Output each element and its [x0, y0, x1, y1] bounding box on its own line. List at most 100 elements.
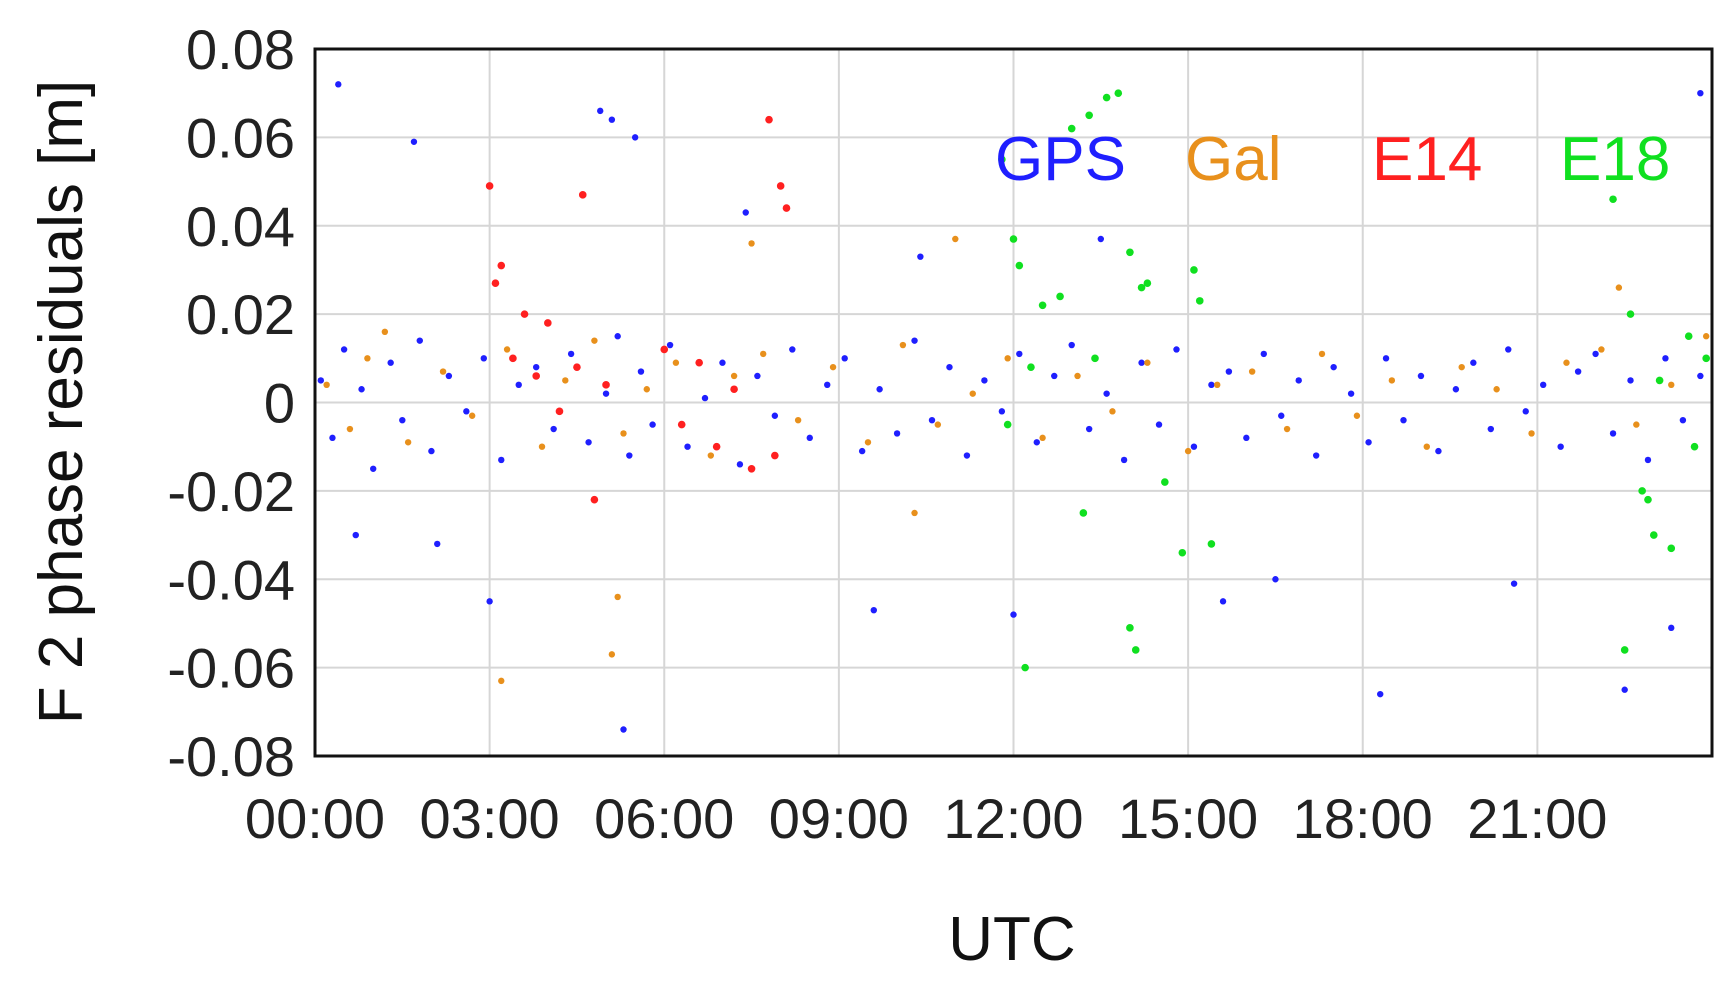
- series-gps: [317, 81, 1704, 733]
- data-point-gps: [1330, 363, 1337, 371]
- data-point-e14: [578, 191, 587, 199]
- data-point-gps: [841, 355, 848, 362]
- y-tick-label: 0.02: [186, 283, 295, 346]
- legend-gps: GPS: [995, 125, 1126, 194]
- data-point-e18: [1690, 442, 1699, 451]
- data-point-gal: [323, 381, 330, 389]
- data-point-e18: [1195, 297, 1204, 305]
- data-point-gal: [1283, 425, 1291, 433]
- data-point-gps: [1312, 452, 1320, 459]
- data-point-e18: [1620, 646, 1629, 654]
- data-point-e18: [1126, 248, 1134, 257]
- data-point-gps: [719, 359, 726, 366]
- data-point-e18: [1702, 354, 1710, 363]
- data-point-e18: [1038, 301, 1047, 310]
- data-point-gps: [1435, 447, 1442, 455]
- data-point-gal: [1633, 421, 1640, 428]
- data-point-gal: [1318, 350, 1326, 358]
- data-point-e14: [509, 354, 517, 363]
- data-point-gal: [1074, 372, 1081, 380]
- data-point-gal: [1702, 333, 1710, 340]
- data-point-gal: [346, 425, 354, 433]
- series-e14: [485, 115, 791, 504]
- data-point-gps: [1295, 377, 1302, 384]
- data-point-gps: [608, 116, 616, 123]
- data-point-gps: [1452, 386, 1460, 393]
- data-point-e18: [1114, 89, 1123, 97]
- data-point-gps: [1225, 368, 1233, 375]
- data-point-gps: [1400, 416, 1407, 424]
- data-point-gps: [1033, 439, 1040, 446]
- data-point-gps: [370, 465, 377, 472]
- data-point-gal: [620, 430, 627, 437]
- data-point-e18: [1207, 540, 1216, 548]
- data-point-gps: [858, 447, 866, 455]
- data-point-gps: [1278, 412, 1285, 419]
- data-point-e18: [1085, 111, 1093, 120]
- data-point-gps: [736, 461, 744, 468]
- data-point-gal: [760, 350, 767, 358]
- data-point-gal: [899, 341, 907, 349]
- data-point-gal: [707, 452, 715, 459]
- data-point-gal: [1458, 363, 1465, 371]
- data-point-gps: [317, 377, 325, 384]
- y-tick-label: 0.08: [186, 18, 295, 81]
- legend-gal: Gal: [1185, 125, 1281, 194]
- data-point-gps: [1505, 346, 1512, 353]
- y-tick-label: -0.04: [167, 548, 295, 611]
- data-point-gps: [1539, 381, 1547, 389]
- data-point-gal: [381, 328, 389, 335]
- data-point-gal: [608, 651, 616, 658]
- series-gal: [323, 235, 1710, 685]
- data-point-gps: [1120, 456, 1128, 464]
- data-point-gal: [730, 372, 738, 380]
- data-point-gps: [1662, 355, 1669, 362]
- data-point-gps: [631, 134, 639, 141]
- data-point-gal: [672, 359, 680, 366]
- data-point-e14: [590, 495, 599, 504]
- data-point-gps: [428, 447, 435, 455]
- data-point-e14: [497, 261, 506, 270]
- data-point-gps: [1487, 425, 1495, 433]
- data-point-gps: [1010, 611, 1017, 618]
- data-point-e14: [782, 204, 791, 212]
- data-point-e14: [660, 345, 669, 354]
- data-point-gps: [637, 368, 645, 375]
- data-point-gps: [335, 81, 342, 88]
- data-point-gps: [329, 434, 336, 442]
- data-point-e14: [544, 319, 552, 327]
- x-tick-label: 15:00: [1118, 787, 1258, 850]
- data-point-gps: [1627, 377, 1634, 384]
- data-point-gal: [1423, 443, 1430, 450]
- data-point-gps: [1592, 350, 1599, 358]
- data-point-gps: [550, 425, 557, 433]
- data-point-gps: [1016, 350, 1023, 358]
- data-point-e14: [730, 385, 738, 394]
- grid: [315, 49, 1712, 756]
- data-point-gps: [963, 452, 971, 459]
- data-point-gps: [602, 390, 610, 397]
- plot-frame: [313, 47, 1714, 758]
- data-point-e18: [1190, 266, 1198, 274]
- data-point-gps: [358, 386, 365, 393]
- data-point-gal: [1248, 368, 1256, 375]
- data-point-gps: [434, 540, 441, 548]
- data-point-e18: [1056, 292, 1064, 301]
- data-point-gal: [1563, 359, 1570, 366]
- data-point-gal: [614, 593, 621, 601]
- x-tick-label: 03:00: [420, 787, 560, 850]
- data-point-gal: [794, 416, 802, 424]
- legend-e14: E14: [1372, 125, 1482, 194]
- data-point-gps: [1644, 456, 1652, 464]
- x-tick-label: 09:00: [769, 787, 909, 850]
- data-point-e18: [1609, 195, 1617, 204]
- data-point-gps: [399, 416, 406, 424]
- y-tick-label: -0.08: [167, 725, 295, 788]
- data-point-gal: [1493, 386, 1500, 393]
- data-point-e18: [1161, 478, 1169, 486]
- data-point-e18: [1027, 363, 1035, 371]
- data-point-gal: [468, 412, 476, 419]
- data-point-gal: [934, 421, 942, 428]
- data-point-gps: [1365, 439, 1372, 446]
